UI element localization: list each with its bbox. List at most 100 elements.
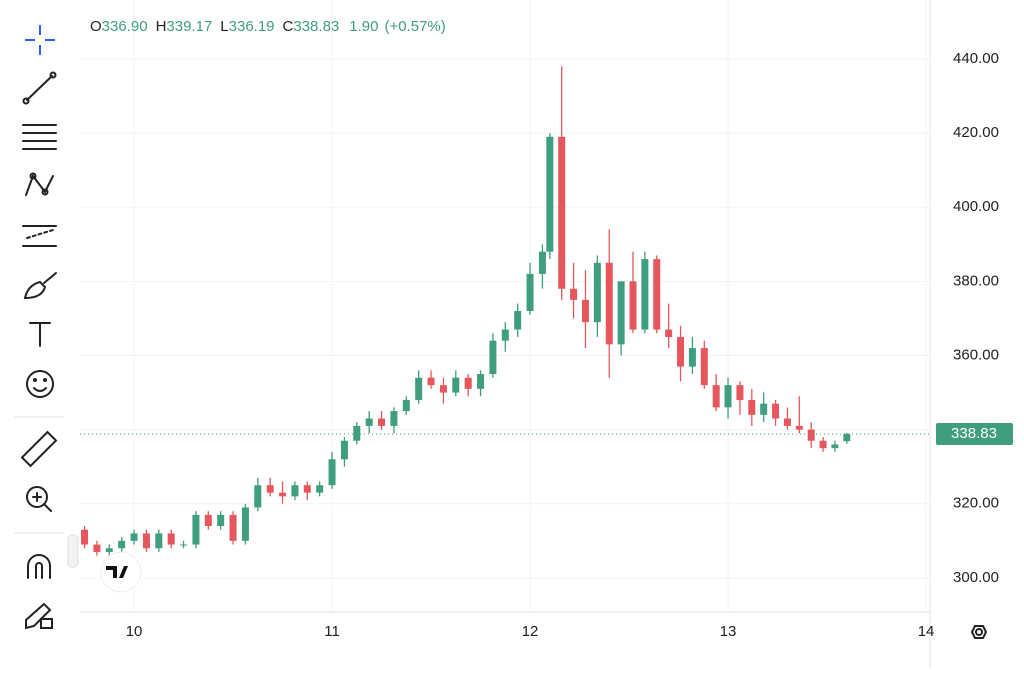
- candle-body: [688, 348, 696, 367]
- candle-body: [831, 444, 839, 449]
- y-tick-label: 320.00: [953, 495, 999, 512]
- y-tick-label: 440.00: [953, 50, 999, 67]
- y-tick-label: 400.00: [953, 198, 999, 215]
- low-label: L: [220, 18, 228, 35]
- candle-body: [142, 533, 150, 549]
- fib-tool[interactable]: [22, 124, 57, 150]
- x-tick-label: 10: [126, 623, 143, 640]
- candle-body: [526, 273, 534, 312]
- plot: 300.00320.00340.00360.00380.00400.00420.…: [80, 0, 1013, 640]
- candle-body: [464, 377, 472, 389]
- trendline-tool[interactable]: [22, 71, 57, 105]
- x-tick-label: 13: [720, 623, 737, 640]
- candle-body: [712, 385, 720, 408]
- zoom-tool[interactable]: [26, 486, 52, 512]
- crosshair-tool[interactable]: [25, 25, 55, 55]
- change-value: 1.90: [349, 18, 378, 35]
- lock-tool[interactable]: [25, 602, 53, 630]
- candle-body: [477, 374, 485, 389]
- candle-body: [254, 485, 262, 508]
- candle-body: [736, 385, 744, 400]
- candle-body: [724, 385, 732, 408]
- forecast-tool[interactable]: [22, 225, 57, 247]
- candle-body: [130, 533, 138, 541]
- candle-body: [514, 311, 522, 330]
- low-value: 336.19: [229, 18, 275, 35]
- x-tick-label: 12: [522, 623, 539, 640]
- collapse-handle[interactable]: [67, 534, 79, 568]
- candle-body: [653, 259, 661, 330]
- text-tool[interactable]: [29, 322, 51, 347]
- candle-body: [546, 136, 554, 252]
- candle-body: [229, 514, 237, 541]
- change-percent: (+0.57%): [384, 18, 445, 35]
- candle-body: [677, 336, 685, 367]
- candle-body: [180, 544, 188, 546]
- candle-body: [617, 281, 625, 345]
- candle-body: [328, 459, 336, 486]
- candle-body: [415, 377, 423, 400]
- candle-body: [192, 514, 200, 545]
- candle-body: [266, 485, 274, 493]
- candle-body: [629, 281, 637, 330]
- open-value: 336.90: [102, 18, 148, 35]
- open-label: O: [90, 18, 102, 35]
- last-price-label: 338.83: [951, 425, 997, 442]
- candle-body: [118, 540, 126, 549]
- settings-icon[interactable]: [970, 625, 988, 639]
- candle-body: [439, 385, 447, 393]
- candle-body: [843, 433, 851, 442]
- candle-body: [155, 533, 163, 549]
- candle-body: [581, 299, 589, 323]
- ohlc-header: O336.90 H339.17 L336.19 C338.83 1.90 (+0.57%): [90, 18, 446, 35]
- last-price-tag: [936, 422, 1013, 445]
- emoji-tool[interactable]: [26, 370, 54, 398]
- candle-body: [819, 440, 827, 449]
- candle-body: [538, 251, 546, 274]
- candle-body: [303, 485, 311, 493]
- candle-body: [593, 262, 601, 323]
- candle-body: [760, 403, 768, 415]
- x-tick-label: 11: [324, 623, 340, 640]
- magnet-tool[interactable]: [27, 554, 51, 579]
- candle-body: [795, 425, 803, 430]
- candle-body: [605, 262, 613, 345]
- close-value: 338.83: [293, 18, 339, 35]
- y-tick-label: 420.00: [953, 124, 999, 141]
- candle-body: [390, 411, 398, 426]
- candle-body: [748, 399, 756, 415]
- candle-body: [241, 507, 249, 541]
- candle-body: [570, 288, 578, 300]
- y-tick-label: 300.00: [953, 569, 999, 586]
- tv-logo: [100, 551, 142, 593]
- candle-body: [105, 548, 113, 552]
- ruler-tool[interactable]: [20, 430, 58, 468]
- candle-body: [81, 529, 89, 545]
- candle-body: [427, 377, 435, 386]
- candle-body: [378, 418, 386, 426]
- pattern-tool[interactable]: [25, 172, 54, 196]
- candle-body: [665, 329, 673, 337]
- candle-body: [452, 377, 460, 393]
- brush-tool[interactable]: [23, 272, 57, 300]
- candle-body: [402, 399, 410, 412]
- x-tick-label: 14: [918, 623, 935, 640]
- high-label: H: [156, 18, 167, 35]
- candle-body: [291, 485, 299, 497]
- candle-body: [700, 348, 708, 386]
- y-tick-label: 380.00: [953, 272, 999, 289]
- close-label: C: [283, 18, 294, 35]
- candle-body: [340, 440, 348, 460]
- candle-body: [558, 136, 566, 289]
- candle-body: [489, 340, 497, 375]
- candle-body: [641, 259, 649, 330]
- candle-body: [167, 533, 175, 545]
- toolbar: [14, 25, 79, 630]
- candle-body: [365, 418, 373, 426]
- candle-body: [279, 492, 287, 497]
- candle-body: [501, 329, 509, 341]
- candle-body: [204, 514, 212, 527]
